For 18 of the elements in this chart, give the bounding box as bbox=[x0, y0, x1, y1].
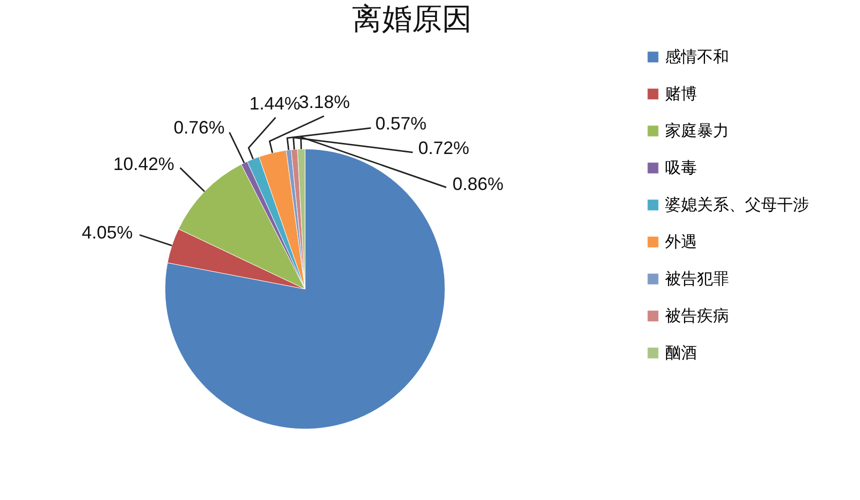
legend-label: 外遇 bbox=[665, 233, 697, 251]
legend-label: 家庭暴力 bbox=[665, 122, 729, 140]
legend-label: 吸毒 bbox=[665, 159, 697, 177]
legend-label: 感情不和 bbox=[665, 48, 729, 66]
data-label: 0.86% bbox=[452, 174, 504, 194]
data-label: 1.44% bbox=[249, 94, 300, 114]
legend-label: 被告犯罪 bbox=[665, 270, 729, 288]
data-label: 10.42% bbox=[113, 154, 174, 174]
legend-label: 赌博 bbox=[665, 85, 697, 103]
data-label: 4.05% bbox=[82, 222, 133, 243]
legend-label: 被告疾病 bbox=[665, 307, 729, 325]
data-label: 0.57% bbox=[375, 113, 426, 134]
legend-label: 婆媳关系、父母干涉 bbox=[665, 196, 809, 214]
legend-label: 酗酒 bbox=[665, 344, 697, 362]
data-label: 0.76% bbox=[174, 118, 225, 138]
data-label: 3.18% bbox=[298, 92, 350, 112]
chart-title: 离婚原因 bbox=[352, 3, 472, 36]
data-label: 0.72% bbox=[418, 138, 470, 158]
